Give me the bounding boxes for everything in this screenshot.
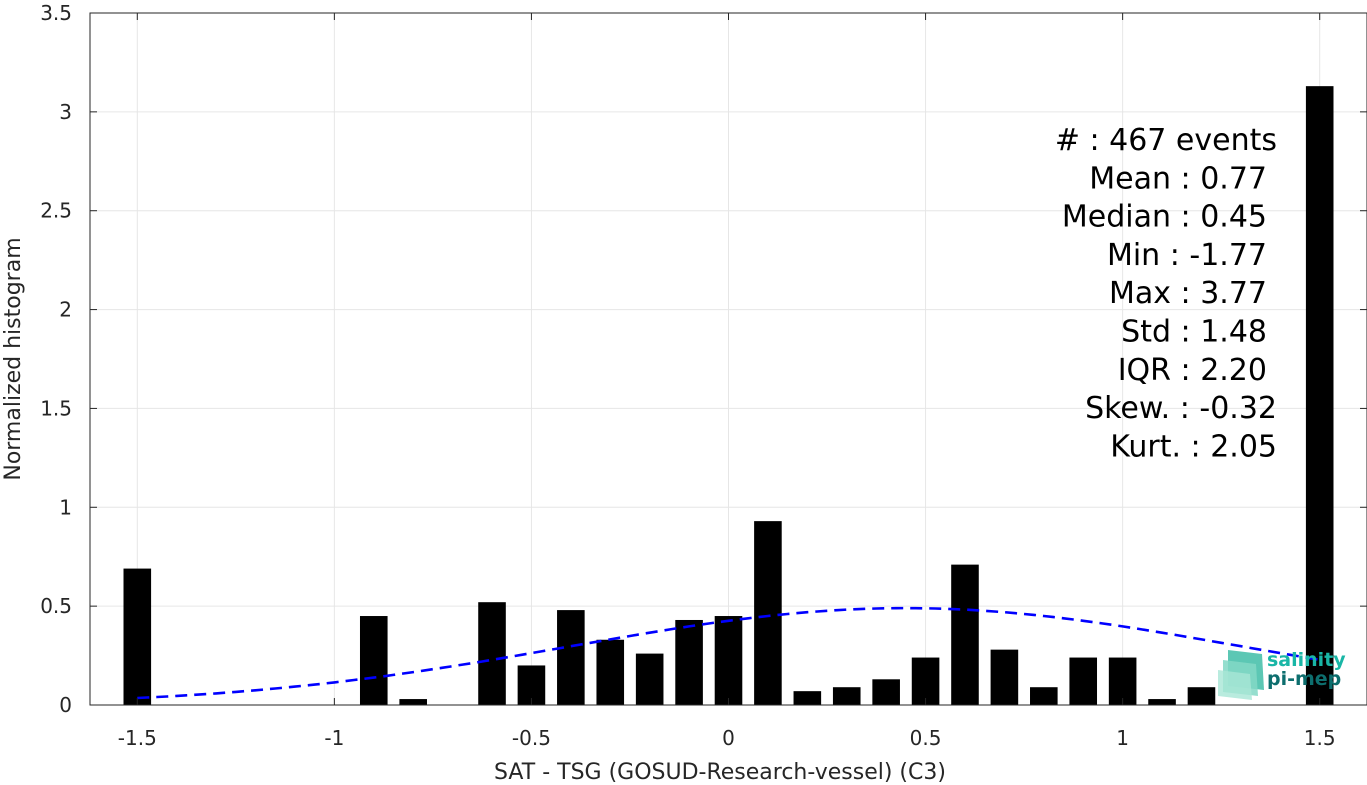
logo-mark-icon [1218, 650, 1264, 700]
stats-line: Mean : 0.77 [1089, 161, 1267, 196]
stats-line: IQR : 2.20 [1118, 353, 1267, 388]
x-tick-label: -0.5 [512, 726, 551, 750]
y-tick-label: 1.5 [40, 396, 72, 420]
histogram-bar [399, 699, 427, 705]
histogram-bar [832, 687, 861, 705]
histogram-bar [359, 616, 388, 705]
histogram-bar [990, 649, 1019, 705]
histogram-bar [911, 657, 940, 705]
histogram-bar [596, 639, 625, 705]
grid-lines [90, 12, 1367, 706]
histogram-bar [1030, 687, 1058, 705]
x-tick-label: -1.5 [118, 726, 157, 750]
stats-line: Std : 1.48 [1121, 315, 1267, 350]
x-tick-label: 0.5 [910, 726, 942, 750]
x-tick-label: -1 [324, 726, 344, 750]
stats-line: Skew. : -0.32 [1085, 391, 1277, 426]
histogram-bar [714, 616, 743, 705]
x-tick-label: 1 [1116, 726, 1129, 750]
x-axis-label: SAT - TSG (GOSUD-Research-vessel) (C3) [494, 760, 946, 785]
histogram-bar [951, 564, 979, 705]
y-tick-label: 1 [59, 495, 72, 519]
y-axis-label: Normalized histogram [1, 237, 26, 480]
x-tick-label: 0 [722, 726, 735, 750]
histogram-bar [557, 610, 585, 705]
x-axis-ticks: -1.5 -1 -0.5 0 0.5 1 1.5 [118, 13, 1336, 750]
histogram-bar [478, 602, 506, 705]
stats-line: Median : 0.45 [1062, 200, 1267, 235]
histogram-bar [1187, 687, 1216, 705]
x-tick-label: 1.5 [1304, 726, 1336, 750]
histogram-bar [675, 619, 703, 705]
histogram-bar [1069, 657, 1098, 705]
stats-line: Kurt. : 2.05 [1110, 429, 1277, 464]
y-tick-label: 2.5 [40, 199, 72, 223]
y-tick-label: 2 [59, 298, 72, 322]
stats-line: # : 467 events [1055, 123, 1277, 158]
histogram-bar [1148, 699, 1176, 705]
histogram-bar [1108, 657, 1137, 705]
y-tick-label: 3.5 [40, 1, 72, 25]
stats-line: Min : -1.77 [1107, 238, 1267, 273]
histogram-bar [793, 691, 822, 705]
bars-group [123, 86, 1334, 705]
histogram-bar [1305, 86, 1334, 705]
fit-curve [137, 606, 1320, 700]
y-axis-ticks: 0 0.5 1 1.5 2 2.5 3 3.5 [40, 1, 1367, 717]
y-tick-label: 3 [59, 100, 72, 124]
logo-line2: pi-mep [1267, 668, 1341, 690]
logo-line1: salinity [1267, 649, 1346, 671]
histogram-bar [635, 653, 664, 705]
histogram-bar [123, 568, 152, 705]
stats-line: Max : 3.77 [1109, 276, 1267, 311]
y-tick-label: 0.5 [40, 594, 72, 618]
y-tick-label: 0 [59, 693, 72, 717]
salinity-pi-mep-logo: salinity pi-mep [1218, 649, 1346, 700]
histogram-bar [754, 521, 782, 705]
histogram-bar [872, 679, 900, 705]
